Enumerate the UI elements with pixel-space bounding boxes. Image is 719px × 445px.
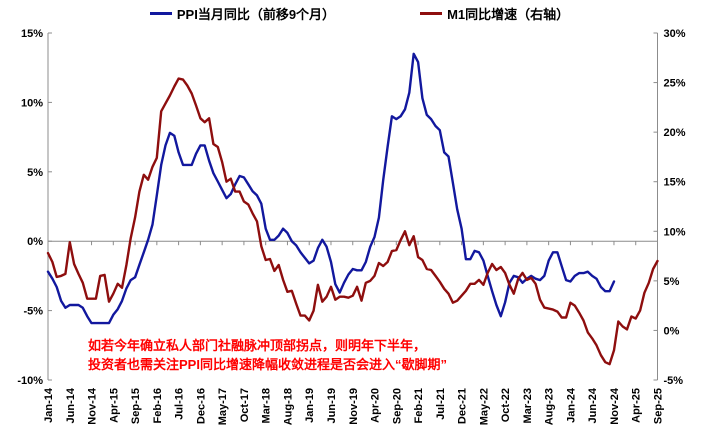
x-axis-label: Jan-14 [43,387,55,423]
x-axis-label: May-17 [217,388,229,425]
x-axis-label: Apr-15 [108,388,120,423]
x-axis-label: Nov-14 [87,387,99,425]
x-axis-label: Jan-24 [565,387,577,423]
right-axis-label: 20% [664,127,686,139]
legend-label-ppi: PPI当月同比（前移9个月） [176,7,336,22]
ppi-line [46,52,616,325]
x-axis-label: Oct-22 [500,388,512,422]
m1-line [46,77,659,366]
left-axis-label: 5% [27,167,43,179]
legend-item-ppi: PPI当月同比（前移9个月） [149,4,336,23]
x-axis-label: Jun-24 [587,387,599,423]
left-axis-label: 15% [21,28,43,40]
x-axis-label: Jun-14 [65,387,77,423]
x-axis-label: Jun-19 [326,388,338,423]
x-axis-label: Nov-19 [348,388,360,425]
x-axis-label: Aug-23 [544,388,556,425]
x-axis-label: Mar-23 [522,388,534,423]
x-axis-label: Oct-17 [239,388,251,422]
right-axis-label: 10% [664,226,686,238]
right-axis-label: 5% [664,276,680,288]
left-axis-label: 10% [21,97,43,109]
x-axis-label: Sep-25 [653,388,665,424]
x-axis-label: Nov-24 [609,387,621,425]
legend-label-m1: M1同比增速（右轴） [447,7,570,22]
x-axis-label: Feb-16 [152,388,164,423]
right-axis-label: 15% [664,177,686,189]
legend: PPI当月同比（前移9个月） M1同比增速（右轴） [0,4,719,23]
annotation-line-2: 投资者也需关注PPI同比增速降幅收敛进程是否会进入“歇脚期” [88,357,447,372]
x-axis-label: Sep-20 [391,388,403,424]
x-axis-label: Sep-15 [130,388,142,424]
x-axis-label: Jan-19 [304,388,316,423]
right-axis-label: -5% [664,375,684,387]
legend-item-m1: M1同比增速（右轴） [420,4,569,23]
x-axis-label: Dec-21 [457,388,469,424]
x-axis-label: Jul-16 [174,388,186,420]
m1-line-swatch [420,12,443,15]
x-axis-label: Apr-20 [370,388,382,423]
left-axis-label: -5% [23,306,43,318]
x-axis-label: Jul-21 [435,388,447,420]
annotation-text: 如若今年确立私人部门社融脉冲顶部拐点，则明年下半年， 投资者也需关注PPI同比增… [88,336,447,374]
right-axis-label: 0% [664,325,680,337]
x-axis-label: Aug-18 [282,388,294,425]
ppi-line-swatch [149,12,172,15]
x-axis-label: Feb-21 [413,388,425,423]
x-axis-label: Dec-16 [195,388,207,424]
x-axis-label: Mar-18 [261,388,273,423]
annotation-line-1: 如若今年确立私人部门社融脉冲顶部拐点，则明年下半年， [88,338,427,353]
left-axis-label: -10% [17,375,43,387]
x-axis-label: May-22 [478,388,490,425]
left-axis-label: 0% [27,236,43,248]
right-axis-label: 25% [664,78,686,90]
x-axis-label: Apr-25 [631,388,643,423]
right-axis-label: 30% [664,28,686,40]
